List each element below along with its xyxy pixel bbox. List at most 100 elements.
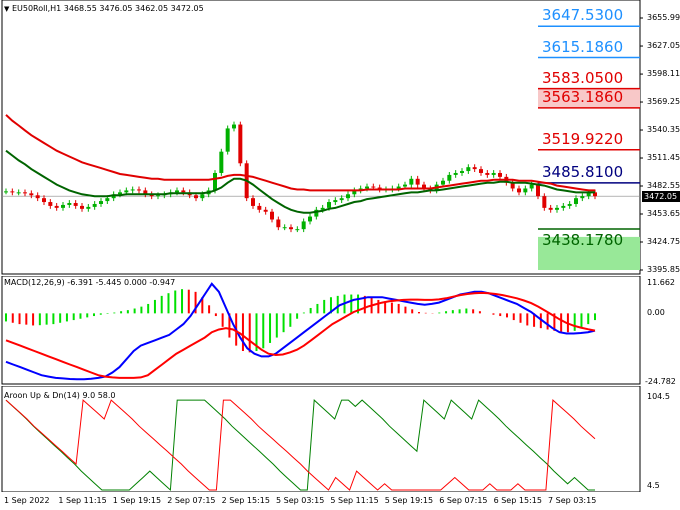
candle-body bbox=[156, 195, 160, 197]
candle-body bbox=[263, 209, 268, 212]
ma-red-line bbox=[5, 114, 595, 192]
resistance-zone bbox=[538, 88, 640, 108]
current-price-tag: 3472.05 bbox=[642, 191, 680, 203]
candle-body bbox=[567, 203, 572, 206]
macd-title: MACD(12,26,9) -6.391 -5.445 0.000 -0.947 bbox=[4, 278, 176, 287]
candle-body bbox=[86, 206, 91, 209]
candle-body bbox=[73, 203, 78, 206]
candle-body bbox=[447, 174, 452, 181]
candle-body bbox=[282, 227, 287, 229]
candle-body bbox=[472, 167, 477, 170]
candle-body bbox=[422, 184, 426, 189]
price-axis-tick: 3627.05 bbox=[647, 41, 680, 51]
candle-body bbox=[213, 172, 217, 191]
aroon-canvas[interactable] bbox=[0, 386, 680, 492]
level-label: 3583.0500 bbox=[542, 68, 624, 87]
candle-body bbox=[232, 124, 236, 129]
candle-body bbox=[181, 190, 186, 193]
candle-body bbox=[4, 191, 8, 193]
candle-body bbox=[48, 202, 53, 206]
candle-body bbox=[555, 207, 559, 210]
time-axis-tick: 2 Sep 07:15 bbox=[167, 496, 216, 505]
aroon-axis-min: 4.5 bbox=[647, 481, 660, 490]
candle-body bbox=[200, 194, 205, 199]
macd-pane[interactable]: MACD(12,26,9) -6.391 -5.445 0.000 -0.947… bbox=[0, 276, 680, 386]
candle-body bbox=[415, 178, 420, 185]
price-axis-tick: 3655.99 bbox=[647, 13, 680, 22]
candle-body bbox=[365, 186, 369, 189]
candle-body bbox=[409, 178, 414, 185]
time-axis-tick: 7 Sep 03:15 bbox=[548, 496, 597, 505]
time-axis-tick: 1 Sep 2022 bbox=[4, 496, 50, 505]
aroon-down-line bbox=[5, 399, 596, 491]
candle-body bbox=[548, 207, 553, 210]
candle-body bbox=[441, 180, 445, 185]
price-axis-tick: 3511.45 bbox=[647, 153, 680, 163]
candle-body bbox=[377, 187, 382, 190]
macd-signal-line bbox=[5, 291, 596, 379]
ma-green-line bbox=[5, 149, 595, 214]
aroon-up-line bbox=[5, 399, 595, 492]
candle-body bbox=[225, 128, 230, 152]
candle-body bbox=[16, 192, 21, 194]
candle-body bbox=[510, 182, 515, 189]
collapse-arrow-icon[interactable]: ▼ bbox=[4, 5, 10, 13]
candle-body bbox=[137, 189, 141, 191]
support-zone bbox=[538, 236, 640, 270]
candle-body bbox=[561, 205, 566, 208]
candle-body bbox=[308, 216, 312, 222]
aroon-axis-max: 104.5 bbox=[647, 392, 670, 401]
time-axis-tick: 6 Sep 07:15 bbox=[439, 496, 488, 505]
candle-body bbox=[124, 190, 129, 193]
candle-body bbox=[485, 172, 490, 175]
price-axis-tick: 3453.65 bbox=[647, 209, 680, 218]
candle-body bbox=[314, 209, 319, 217]
candle-body bbox=[42, 198, 46, 203]
candle-body bbox=[536, 184, 540, 197]
candle-body bbox=[143, 190, 148, 195]
price-chart-pane[interactable]: ▼ EU50Roll,H1 3468.55 3476.05 3462.05 34… bbox=[0, 0, 680, 276]
candle-body bbox=[339, 198, 344, 201]
candle-body bbox=[10, 191, 15, 193]
time-axis[interactable]: 1 Sep 2022 1 Sep 11:15 1 Sep 19:15 2 Sep 07… bbox=[0, 494, 680, 510]
candle-body bbox=[270, 211, 274, 220]
candle-body bbox=[67, 203, 72, 205]
candle-body bbox=[295, 229, 300, 231]
candle-body bbox=[327, 202, 331, 208]
candle-body bbox=[289, 227, 293, 230]
level-label: 3647.5300 bbox=[542, 6, 624, 25]
symbol-header: ▼ EU50Roll,H1 3468.55 3476.05 3462.05 34… bbox=[4, 4, 204, 13]
candle-body bbox=[61, 204, 65, 208]
macd-axis-max: 11.662 bbox=[647, 278, 675, 287]
candle-body bbox=[219, 151, 224, 173]
symbol-header-text: EU50Roll,H1 3468.55 3476.05 3462.05 3472… bbox=[11, 4, 204, 13]
candle-body bbox=[301, 221, 306, 230]
candle-body bbox=[517, 188, 521, 193]
price-plot-frame bbox=[1, 0, 641, 275]
candle-body bbox=[54, 205, 59, 208]
level-label: 3438.1780 bbox=[542, 230, 624, 249]
candle-body bbox=[371, 186, 376, 188]
candle-body bbox=[80, 205, 84, 209]
level-label: 3615.1860 bbox=[542, 37, 624, 56]
candle-body bbox=[118, 192, 122, 195]
candle-body bbox=[466, 167, 471, 172]
level-label: 3563.1860 bbox=[542, 87, 624, 106]
macd-canvas[interactable] bbox=[0, 276, 680, 386]
macd-plot-frame bbox=[1, 276, 641, 385]
price-axis-tick: 3598.11 bbox=[647, 69, 680, 79]
candle-body bbox=[23, 192, 27, 194]
candle-body bbox=[333, 200, 338, 203]
level-label: 3485.8100 bbox=[542, 162, 624, 181]
candle-body bbox=[257, 205, 262, 210]
candle-body bbox=[175, 190, 179, 193]
time-axis-tick: 1 Sep 19:15 bbox=[112, 496, 162, 505]
price-chart-canvas[interactable] bbox=[0, 0, 680, 276]
aroon-pane[interactable]: Aroon Up & Dn(14) 9.0 58.0 104.5 4.5 bbox=[0, 386, 680, 492]
candle-body bbox=[194, 195, 198, 199]
candle-body bbox=[99, 201, 103, 204]
candle-body bbox=[105, 198, 110, 202]
candle-body bbox=[238, 124, 243, 164]
time-axis-tick: 1 Sep 11:15 bbox=[58, 496, 107, 505]
candle-body bbox=[35, 195, 40, 199]
